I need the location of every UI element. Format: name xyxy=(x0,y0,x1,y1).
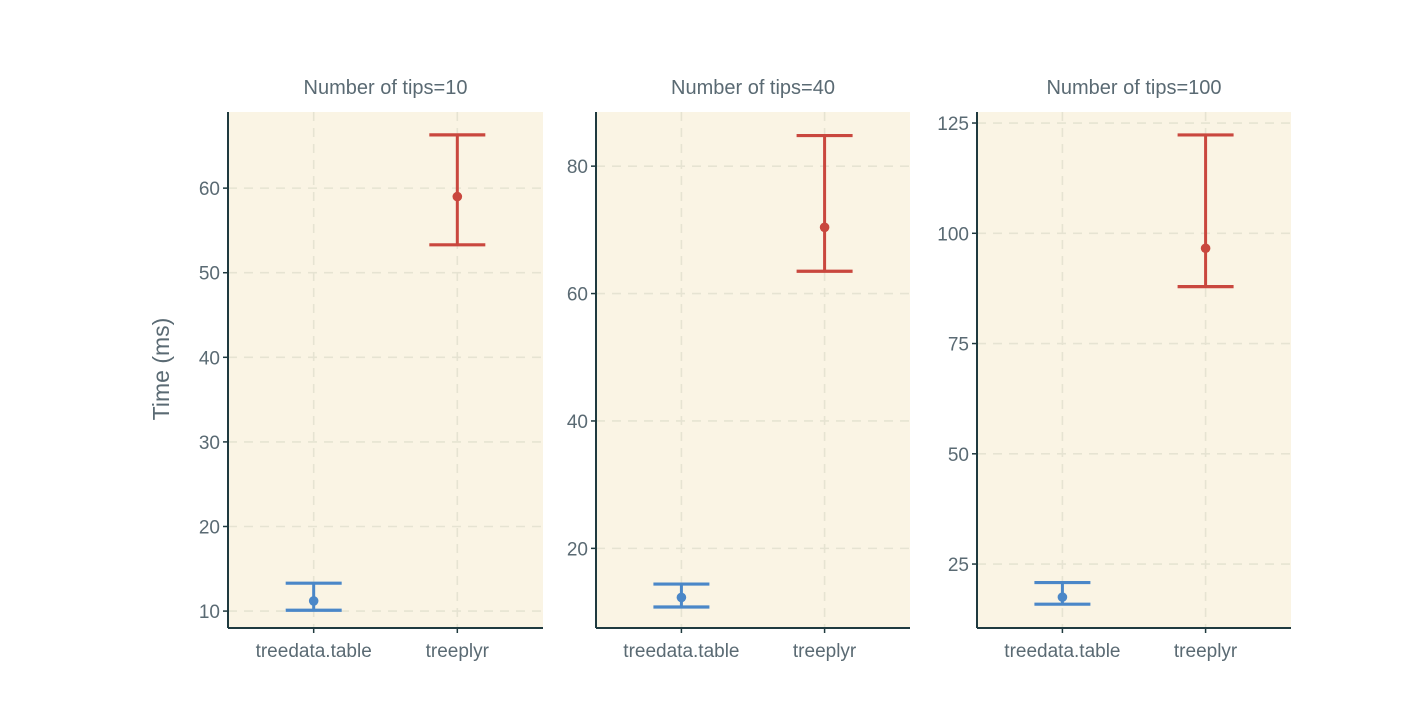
y-tick-label: 10 xyxy=(199,602,220,623)
errorbar-treeplyr xyxy=(796,133,853,273)
panel-background xyxy=(596,112,910,628)
facet-title: Number of tips=10 xyxy=(304,77,468,99)
y-axis-title: Time (ms) xyxy=(148,318,174,421)
y-tick-label: 25 xyxy=(948,555,969,576)
mean-point xyxy=(1200,243,1211,254)
panel-background xyxy=(977,112,1291,628)
mean-point xyxy=(452,191,463,202)
y-tick-label: 100 xyxy=(937,224,969,245)
y-tick-label: 30 xyxy=(199,433,220,454)
errorbar-treeplyr xyxy=(1177,133,1234,289)
y-tick-label: 20 xyxy=(199,517,220,538)
y-tick-label: 80 xyxy=(567,157,588,178)
y-tick-label: 20 xyxy=(567,539,588,560)
x-tick-label: treeplyr xyxy=(1174,641,1238,662)
x-tick-label: treedata.table xyxy=(256,641,372,662)
x-tick-label: treeplyr xyxy=(793,641,857,662)
facet-title: Number of tips=100 xyxy=(1046,77,1221,99)
mean-point xyxy=(819,222,830,233)
errorbar-treedata-table xyxy=(285,581,342,612)
mean-point xyxy=(676,592,687,603)
panel-background xyxy=(228,112,543,628)
facet-panel-1: 10 20 30 40 50 60 treedata.table treeplyr Number… xyxy=(199,77,543,662)
facet-panel-2: 20 40 60 80 treedata.table treeplyr Number of … xyxy=(567,77,910,662)
errorbar-treedata-table xyxy=(653,582,710,609)
y-tick-label: 125 xyxy=(937,114,969,135)
y-tick-label: 60 xyxy=(199,179,220,200)
mean-point xyxy=(1057,592,1068,602)
x-tick-label: treeplyr xyxy=(426,641,490,662)
facet-title: Number of tips=40 xyxy=(671,77,835,99)
y-tick-label: 60 xyxy=(567,285,588,306)
facet-panel-3: 25 50 75 100 125 treedata.table treeplyr Number… xyxy=(937,77,1291,662)
errorbar-treeplyr xyxy=(429,133,486,247)
y-tick-label: 40 xyxy=(567,412,588,433)
y-tick-label: 40 xyxy=(199,348,220,369)
x-tick-label: treedata.table xyxy=(623,641,739,662)
y-tick-label: 50 xyxy=(199,264,220,285)
mean-point xyxy=(308,596,319,606)
errorbar-treedata-table xyxy=(1034,580,1091,606)
y-tick-label: 75 xyxy=(948,335,969,356)
x-tick-label: treedata.table xyxy=(1004,641,1120,662)
y-tick-label: 50 xyxy=(948,445,969,466)
